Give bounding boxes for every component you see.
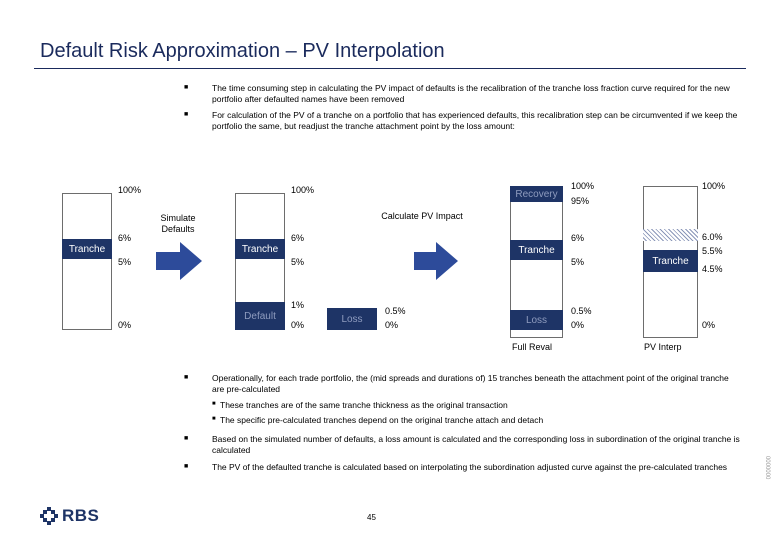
tranche-block: Tranche bbox=[510, 240, 563, 260]
bar3-recovery-label: 95% bbox=[571, 196, 590, 206]
title-divider bbox=[34, 68, 746, 69]
loss-block: Loss bbox=[327, 308, 377, 330]
bar3-loss-upper-label: 0.5% bbox=[571, 306, 592, 316]
arrow-right-icon bbox=[436, 242, 458, 280]
bar4-bottom-label: 0% bbox=[702, 320, 716, 330]
document-code: 0000000 bbox=[766, 456, 772, 480]
tranche-block: Tranche bbox=[235, 239, 285, 259]
loss-upper-label: 0.5% bbox=[385, 306, 406, 316]
rbs-logo: RBS bbox=[40, 506, 99, 526]
bar4-lower-label: 4.5% bbox=[702, 264, 723, 274]
arrow-right-icon bbox=[180, 242, 202, 280]
bar4-top-label: 100% bbox=[702, 181, 726, 191]
bullet-icon: ■ bbox=[184, 435, 189, 442]
bar2-top-label: 100% bbox=[291, 185, 315, 195]
bar2-upper-label: 6% bbox=[291, 233, 305, 243]
bar2-bottom-label: 0% bbox=[291, 320, 305, 330]
bar1-bottom-label: 0% bbox=[118, 320, 132, 330]
tranche-block: Tranche bbox=[62, 239, 112, 259]
bar1-upper-label: 6% bbox=[118, 233, 132, 243]
bullet-icon: ■ bbox=[184, 84, 189, 91]
bar-original bbox=[62, 193, 112, 330]
recovery-block: Recovery bbox=[510, 186, 563, 202]
intro-bullet-1: The time consuming step in calculating t… bbox=[212, 83, 730, 104]
lower-bullet-3: The PV of the defaulted tranche is calcu… bbox=[212, 462, 728, 472]
slide-title: Default Risk Approximation – PV Interpol… bbox=[40, 40, 445, 62]
lower-bullet-2: Based on the simulated number of default… bbox=[212, 434, 740, 455]
default-block: Default bbox=[235, 302, 285, 330]
bar4-upper-label: 6.0% bbox=[702, 232, 723, 242]
sub-bullet-2: The specific pre-calculated tranches dep… bbox=[220, 415, 544, 425]
arrow2-shaft bbox=[414, 252, 436, 270]
loss-lower-label: 0% bbox=[385, 320, 399, 330]
bar3-loss-lower-label: 0% bbox=[571, 320, 585, 330]
bar1-lower-label: 5% bbox=[118, 257, 132, 267]
bar4-mid-label: 5.5% bbox=[702, 246, 723, 256]
bullet-icon: ■ bbox=[184, 463, 189, 470]
loss-block: Loss bbox=[510, 310, 563, 330]
sub-bullet-icon: ■ bbox=[212, 401, 216, 407]
arrow1-label: Simulate Defaults bbox=[160, 213, 196, 234]
rbs-logo-text: RBS bbox=[62, 506, 100, 525]
bullet-icon: ■ bbox=[184, 111, 189, 118]
bar1-top-label: 100% bbox=[118, 185, 142, 195]
arrow2-label: Calculate PV Impact bbox=[381, 211, 463, 221]
sub-bullet-icon: ■ bbox=[212, 416, 216, 422]
arrow1-shaft bbox=[156, 252, 180, 270]
interp-hatch-band bbox=[643, 229, 698, 241]
full-reval-caption: Full Reval bbox=[512, 342, 553, 352]
pv-interp-caption: PV Interp bbox=[644, 342, 682, 352]
bar3-lower-label: 5% bbox=[571, 257, 585, 267]
sub-bullet-1: These tranches are of the same tranche t… bbox=[220, 400, 508, 410]
bar3-upper-label: 6% bbox=[571, 233, 585, 243]
bar2-lower-label: 5% bbox=[291, 257, 305, 267]
bar3-top-label: 100% bbox=[571, 181, 595, 191]
lower-bullet-1: Operationally, for each trade portfolio,… bbox=[212, 373, 729, 394]
tranche-block: Tranche bbox=[643, 250, 698, 272]
bullet-icon: ■ bbox=[184, 374, 189, 381]
page-number: 45 bbox=[367, 513, 376, 522]
intro-bullet-2: For calculation of the PV of a tranche o… bbox=[212, 110, 738, 131]
bar2-default-label: 1% bbox=[291, 300, 305, 310]
rbs-daisy-icon bbox=[40, 507, 58, 525]
